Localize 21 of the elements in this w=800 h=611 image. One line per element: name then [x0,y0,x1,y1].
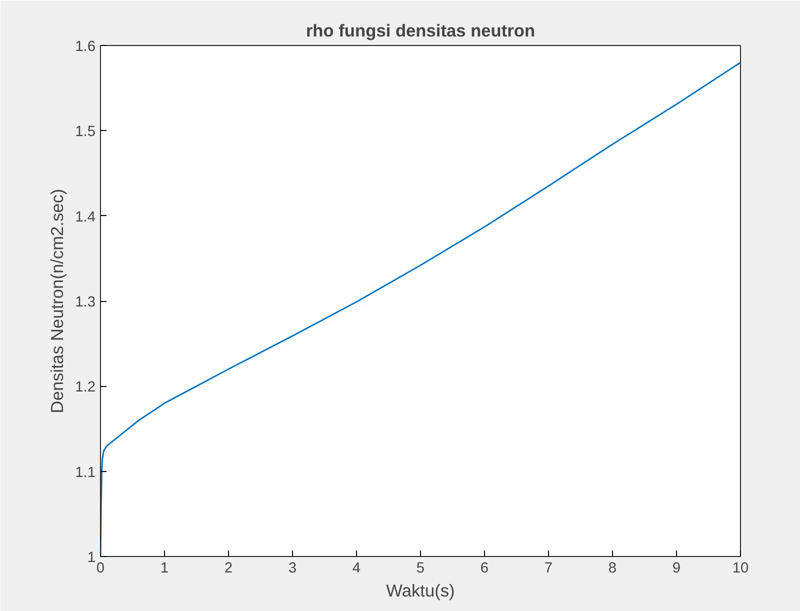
y-tick-label: 1.1 [75,464,96,481]
x-tick-label: 3 [288,560,297,576]
x-tick-label: 7 [544,560,553,576]
y-tick-label: 1 [87,550,96,566]
x-tick-label: 2 [224,560,233,576]
y-tick-label: 1.6 [75,39,96,55]
y-tick-label: 1.4 [75,209,96,226]
y-tick-label: 1.3 [75,294,96,310]
x-tick-label: 8 [608,560,617,576]
x-tick-label: 4 [352,560,361,576]
y-axis-title: Densitas Neutron(n/cm2.sec) [47,188,68,414]
y-tick-label: 1.2 [75,380,96,396]
y-tick-label: 1.5 [75,124,96,140]
x-tick-label: 5 [416,560,425,576]
x-tick-label: 6 [480,560,489,576]
x-tick-label: 1 [160,560,169,576]
x-tick-label: 10 [732,560,749,576]
chart-title: rho fungsi densitas neutron [306,20,536,40]
x-tick-label: 9 [672,560,681,576]
x-axis-title: Waktu(s) [386,580,455,600]
x-tick-label: 0 [96,560,105,576]
